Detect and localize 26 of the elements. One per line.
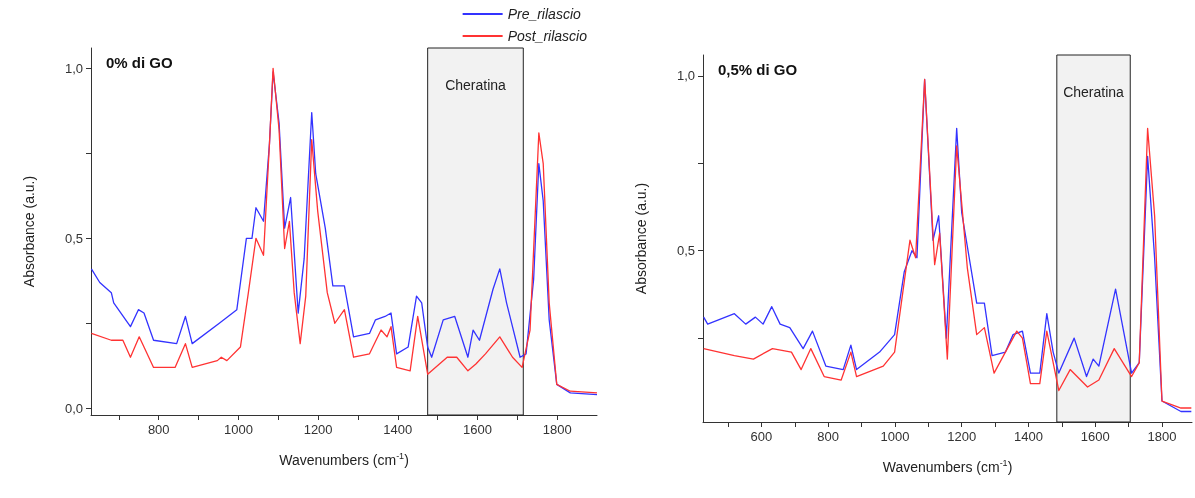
x-tick-label: 1600 — [1080, 429, 1110, 444]
x-tick-label: 1000 — [223, 422, 253, 437]
y-axis-title: Absorbance (a.u.) — [21, 175, 37, 288]
x-tick-label: 1800 — [1147, 429, 1177, 444]
x-tick-label: 600 — [750, 429, 773, 444]
y-tick-label: 0,5 — [676, 243, 695, 259]
band-label: Cheratina — [1063, 83, 1125, 100]
y-tick-label: 0,5 — [64, 230, 83, 246]
y-tick-label: 1,0 — [676, 68, 695, 84]
legend-label: Post_rilascio — [507, 28, 588, 44]
x-tick-label: 800 — [817, 429, 840, 444]
chart-title: 0,5% di GO — [718, 61, 798, 78]
band-label: Cheratina — [445, 76, 507, 93]
x-tick-label: 1800 — [542, 422, 572, 437]
y-axis-title: Absorbance (a.u.) — [633, 182, 649, 295]
x-tick-label: 1200 — [303, 422, 333, 437]
y-tick-label: 0,0 — [64, 400, 83, 416]
x-tick-label: 1000 — [880, 429, 910, 444]
x-tick-label: 1600 — [463, 422, 492, 437]
x-tick-label: 1200 — [947, 429, 977, 444]
chart-title: 0% di GO — [106, 54, 174, 71]
legend-label: Pre_rilascio — [507, 6, 581, 22]
y-tick-label: 1,0 — [64, 60, 83, 76]
x-tick-label: 1400 — [383, 422, 413, 437]
x-tick-label: 800 — [147, 422, 170, 437]
x-tick-label: 1400 — [1013, 429, 1043, 444]
